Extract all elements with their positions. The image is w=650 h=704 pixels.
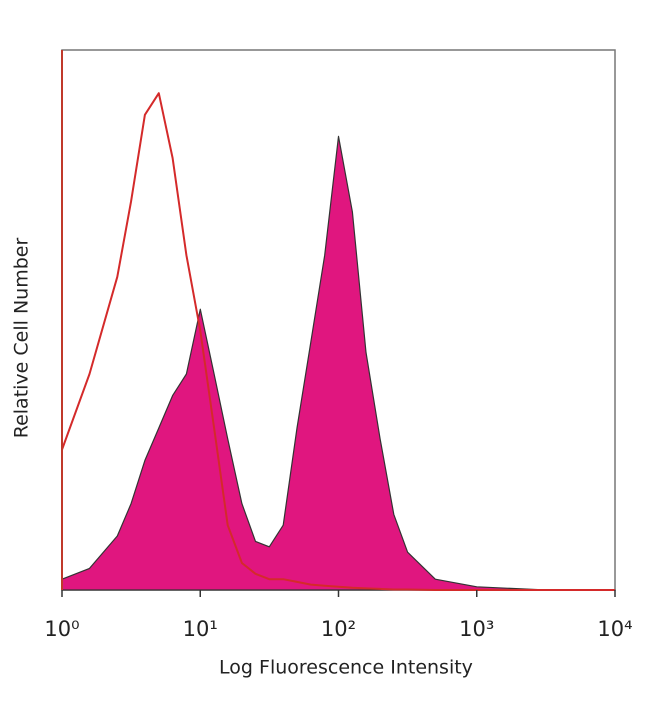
x-tick-label: 10¹ bbox=[183, 617, 218, 641]
x-tick-label: 10³ bbox=[459, 617, 494, 641]
x-axis-label: Log Fluorescence Intensity bbox=[219, 657, 473, 679]
x-tick-label: 10² bbox=[321, 617, 356, 641]
x-tick-label: 10⁰ bbox=[44, 617, 79, 641]
histogram-line bbox=[61, 92, 615, 591]
y-axis-label: Relative Cell Number bbox=[11, 238, 33, 439]
histogram-area bbox=[61, 135, 616, 591]
x-tick-label: 10⁴ bbox=[597, 617, 632, 641]
